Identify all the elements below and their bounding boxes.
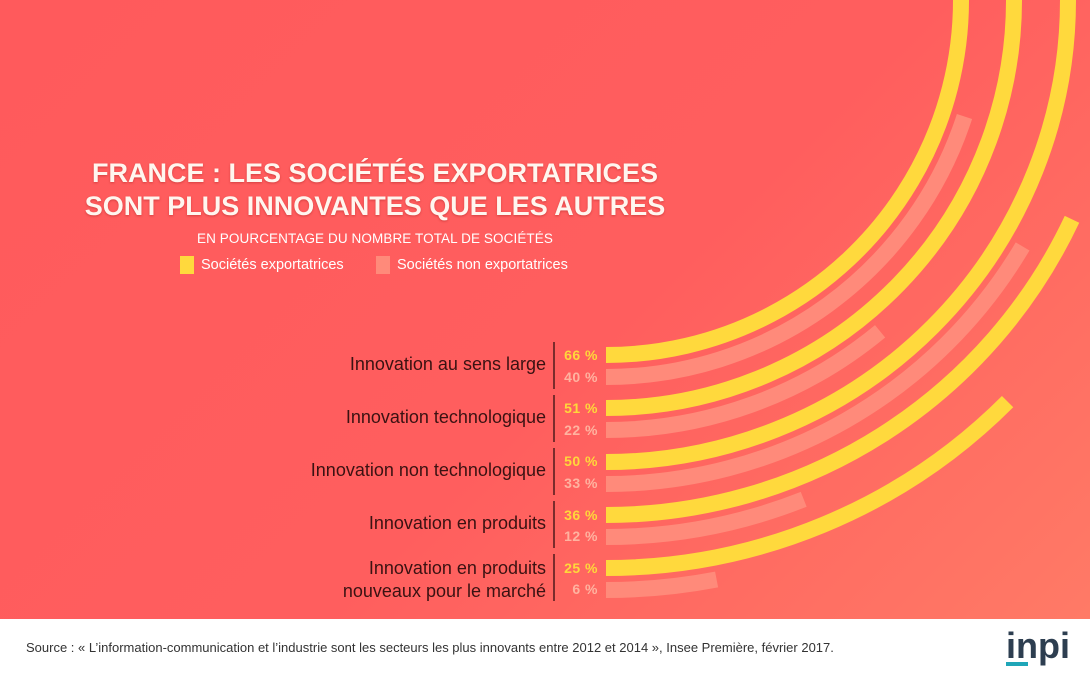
bar-non-exporters bbox=[605, 114, 973, 385]
source-note: Source : « L’information-communication e… bbox=[26, 640, 834, 655]
category-label: Innovation non technologique bbox=[310, 460, 546, 480]
row-separator bbox=[553, 501, 555, 548]
chart-subtitle: EN POURCENTAGE DU NOMBRE TOTAL DE SOCIÉT… bbox=[196, 231, 553, 246]
data-label-exporters: 25 % bbox=[564, 560, 598, 576]
row-separator bbox=[553, 395, 555, 442]
row-separator bbox=[553, 554, 555, 601]
bar-non-exporters bbox=[605, 242, 1030, 492]
bar-exporters bbox=[605, 0, 969, 363]
data-label-non-exporters: 6 % bbox=[572, 581, 598, 597]
bar-exporters bbox=[605, 395, 1014, 576]
data-label-exporters: 51 % bbox=[564, 400, 598, 416]
chart-title-line1: FRANCE : LES SOCIÉTÉS EXPORTATRICES bbox=[91, 158, 659, 188]
bar-exporters bbox=[605, 215, 1080, 523]
radial-bar-chart bbox=[605, 0, 1080, 598]
logo-underline bbox=[1006, 662, 1028, 666]
bar-exporters bbox=[605, 0, 1076, 470]
bar-non-exporters bbox=[605, 491, 807, 545]
category-label: Innovation au sens large bbox=[349, 354, 546, 374]
legend-non-exporters: Sociétés non exportatrices bbox=[376, 256, 568, 274]
category-label: Innovation en produits bbox=[368, 513, 546, 533]
legend-label-exporters: Sociétés exportatrices bbox=[201, 257, 344, 273]
data-label-non-exporters: 12 % bbox=[564, 528, 598, 544]
legend-label-non-exporters: Sociétés non exportatrices bbox=[397, 257, 568, 273]
data-label-exporters: 50 % bbox=[564, 453, 598, 469]
bar-exporters bbox=[605, 0, 1022, 416]
legend-exporters: Sociétés exportatrices bbox=[180, 256, 344, 274]
row-separator bbox=[553, 448, 555, 495]
data-label-exporters: 36 % bbox=[564, 507, 598, 523]
legend-swatch-exporters bbox=[180, 256, 194, 274]
data-label-exporters: 66 % bbox=[564, 347, 598, 363]
category-label: Innovation technologique bbox=[345, 407, 546, 427]
data-label-non-exporters: 33 % bbox=[564, 475, 598, 491]
bar-non-exporters bbox=[605, 571, 719, 598]
row-separator bbox=[553, 342, 555, 389]
inpi-logo: inpi bbox=[1006, 626, 1070, 666]
chart-area: FRANCE : LES SOCIÉTÉS EXPORTATRICES SONT… bbox=[0, 0, 1090, 619]
chart-title-line2: SONT PLUS INNOVANTES QUE LES AUTRES bbox=[84, 191, 666, 221]
category-label: Innovation en produits nouveaux pour le m… bbox=[342, 558, 546, 601]
legend-swatch-non-exporters bbox=[376, 256, 390, 274]
data-label-non-exporters: 40 % bbox=[564, 369, 598, 385]
logo-wordmark: inpi bbox=[1006, 626, 1070, 666]
data-label-non-exporters: 22 % bbox=[564, 422, 598, 438]
bar-non-exporters bbox=[605, 325, 886, 438]
